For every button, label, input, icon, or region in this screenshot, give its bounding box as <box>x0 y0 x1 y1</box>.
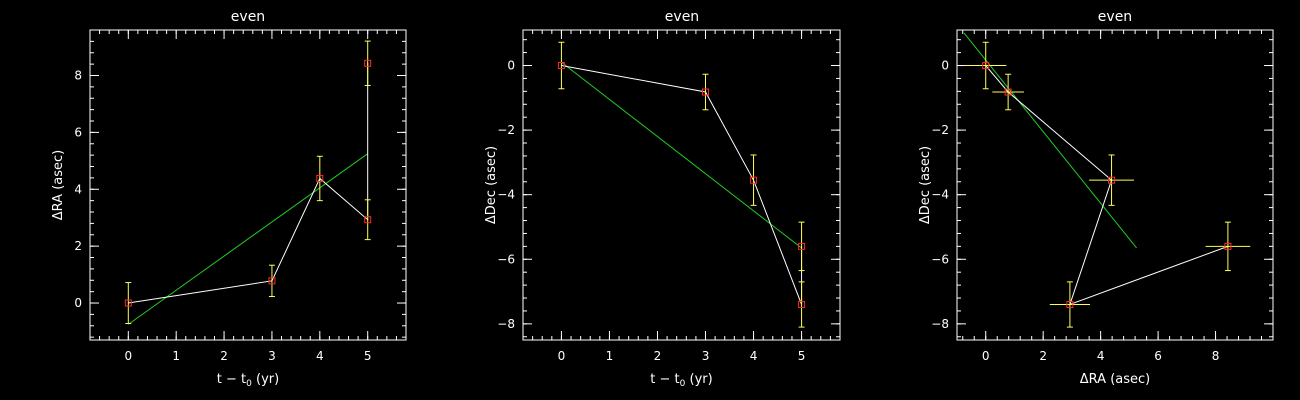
connect-line <box>561 65 803 305</box>
y-tick-label: 8 <box>74 69 82 83</box>
y-axis-label: ΔDec (asec) <box>484 146 499 224</box>
fit-line <box>561 61 802 249</box>
data-point <box>750 176 758 184</box>
panel-dec-vs-ra: even 0 2 4 6 8 −8 −6 −4 −2 0 ΔRA (asec) ΔDec (asec) <box>918 9 1274 387</box>
data-point <box>268 277 276 285</box>
x-tick-label: 5 <box>798 349 806 363</box>
x-axis-label-unit: (yr) <box>252 372 279 387</box>
panel-title: even <box>665 9 699 25</box>
x-tick-label: 1 <box>606 349 614 363</box>
x-tick-label: 5 <box>364 349 372 363</box>
y-tick-label: −2 <box>497 123 515 137</box>
x-tick-label: 8 <box>1212 349 1220 363</box>
x-tick-label: 0 <box>124 349 132 363</box>
y-tick-label: 2 <box>74 239 82 253</box>
panel-title: even <box>1098 9 1132 25</box>
y-tick-label: 4 <box>74 182 82 196</box>
y-tick-label: 6 <box>74 125 82 139</box>
x-tick-label: 4 <box>1097 349 1105 363</box>
data-point <box>1004 88 1012 96</box>
y-tick-label: 0 <box>941 59 949 73</box>
x-tick-label: 0 <box>982 349 990 363</box>
x-tick-label: 6 <box>1154 349 1162 363</box>
y-axis-label: ΔRA (asec) <box>51 150 66 220</box>
data-point <box>364 59 372 67</box>
data-point <box>1224 242 1232 250</box>
data-point <box>982 62 990 70</box>
x-tick-label: 4 <box>316 349 324 363</box>
x-axis-label-unit: (yr) <box>685 372 712 387</box>
plot-frame <box>956 29 1274 341</box>
x-axis-label: t − t0 (yr) <box>217 372 279 389</box>
x-axis-label-subscript: 0 <box>680 379 686 389</box>
y-tick-label: −2 <box>931 123 949 137</box>
fit-line <box>128 153 368 325</box>
fit-line <box>963 32 1137 249</box>
x-axis-label: t − t0 (yr) <box>650 372 712 389</box>
data-point <box>364 216 372 224</box>
x-tick-label: 1 <box>172 349 180 363</box>
x-tick-label: 2 <box>1039 349 1047 363</box>
panel-dec-vs-time: even 0 1 2 3 4 5−8−6−4−20t − t0 (yr)ΔDec (ase… <box>484 9 841 389</box>
y-tick-label: −8 <box>931 317 949 331</box>
data-point <box>798 300 806 308</box>
x-tick-label: 4 <box>750 349 758 363</box>
panel-ra-vs-time: even 0 1 2 3 4 5 0 2 4 6 8 t − t0 (yr) ΔRA (asec) <box>51 9 407 389</box>
y-axis-label: ΔDec (asec) <box>918 146 933 224</box>
x-tick-label: 3 <box>702 349 710 363</box>
x-tick-label: 2 <box>220 349 228 363</box>
y-tick-label: −4 <box>931 188 949 202</box>
x-tick-label: 2 <box>654 349 662 363</box>
x-tick-label: 3 <box>268 349 276 363</box>
y-tick-label: 0 <box>507 59 515 73</box>
data-point <box>702 88 710 96</box>
data-point <box>557 62 565 70</box>
data-point <box>1066 300 1074 308</box>
x-axis-label: ΔRA (asec) <box>1080 372 1150 387</box>
data-point <box>316 174 324 182</box>
plot-frame <box>522 29 841 341</box>
data-point <box>798 242 806 250</box>
data-point <box>124 299 132 307</box>
y-tick-label: −6 <box>931 252 949 266</box>
data-point <box>1108 176 1116 184</box>
x-tick-label: 0 <box>558 349 566 363</box>
plot-frame <box>89 29 407 341</box>
y-tick-label: 0 <box>74 296 82 310</box>
y-tick-label: −4 <box>497 188 515 202</box>
y-tick-label: −8 <box>497 317 515 331</box>
connect-line <box>128 63 369 304</box>
x-axis-label-subscript: 0 <box>246 379 252 389</box>
connect-line <box>985 65 1229 306</box>
y-tick-label: −6 <box>497 252 515 266</box>
panel-title: even <box>231 9 265 25</box>
